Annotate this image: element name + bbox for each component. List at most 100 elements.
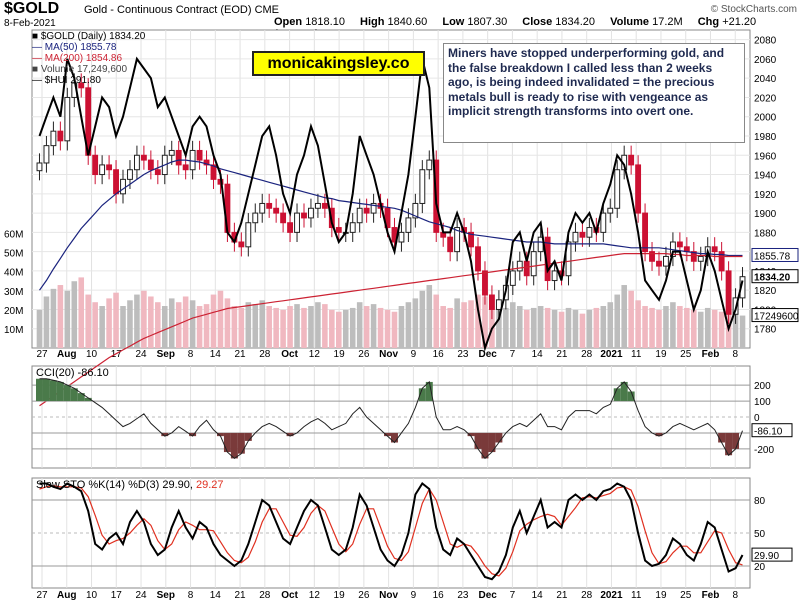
x-tick-label: 8: [732, 349, 738, 360]
sto-d-last: 29.27: [196, 479, 224, 491]
candle-body: [663, 255, 669, 267]
candle-body: [252, 212, 259, 224]
candle-body: [356, 207, 363, 224]
x-tick-label: 10: [86, 349, 98, 360]
volume-bar: [691, 309, 697, 348]
x-tick-label: 19: [655, 349, 667, 360]
cci-fill-neg: [384, 432, 391, 437]
cci-tick-label: -200: [754, 445, 774, 456]
candle-body: [711, 246, 718, 253]
volume-bar: [600, 306, 607, 348]
x-tick-label: 27: [36, 349, 48, 360]
x-tick-label: Nov: [379, 590, 398, 601]
candle-body: [676, 241, 683, 248]
volume-bar: [217, 290, 224, 348]
candle-body: [384, 207, 391, 229]
ohlc-label-close: Close: [522, 16, 553, 28]
x-tick-label: Oct: [281, 590, 298, 601]
candle-body: [36, 162, 43, 172]
candle-body: [488, 294, 495, 310]
x-tick-label: Sep: [157, 349, 175, 360]
cci-last-box: [751, 423, 793, 438]
sto-tick-label: 50: [754, 529, 766, 540]
y-tick-label: 2080: [754, 36, 777, 47]
cci-fill-neg: [725, 432, 733, 456]
volume-bar: [336, 311, 342, 348]
volume-bar: [656, 309, 662, 348]
y-tick-label: 2000: [754, 113, 777, 124]
ohlc-value-volume: 17.2M: [652, 16, 683, 28]
volume-tick-label: 50M: [4, 249, 23, 260]
volume-bar: [196, 306, 203, 348]
volume-bar: [579, 313, 586, 348]
volume-bar: [405, 302, 412, 348]
candle-body: [370, 202, 377, 214]
volume-bar: [106, 298, 112, 348]
candle-body: [64, 96, 71, 142]
candle-body: [419, 169, 426, 204]
y-tick-label: 2060: [754, 55, 777, 66]
volume-bar: [43, 296, 50, 348]
cci-fill-pos: [84, 397, 92, 402]
candle-body: [314, 202, 321, 209]
volume-bar: [363, 306, 370, 348]
volume-bar: [677, 306, 683, 348]
volume-bar: [315, 302, 321, 348]
volume-bar: [586, 309, 593, 348]
cci-fill-neg: [655, 432, 663, 437]
volume-bar: [628, 290, 634, 348]
x-tick-label: 28: [259, 590, 271, 601]
x-tick-label: 28: [581, 349, 593, 360]
x-tick-label: 26: [358, 590, 370, 601]
legend-volume: ■ Volume 17,249,600: [32, 64, 128, 75]
x-tick-label: 12: [309, 590, 321, 601]
cci-fill-neg: [237, 432, 245, 454]
volume-bar: [148, 296, 154, 348]
x-tick-label: 17: [111, 590, 123, 601]
volume-bar: [391, 311, 398, 348]
volume-bar: [565, 307, 572, 348]
volume-bar: [182, 296, 189, 348]
x-tick-label: 19: [655, 590, 667, 601]
volume-bar: [370, 304, 377, 348]
cci-line: [39, 378, 743, 460]
volume-bar: [684, 307, 690, 348]
x-tick-label: 8: [188, 590, 194, 601]
candle-body: [697, 255, 704, 262]
volume-tick-label: 40M: [4, 268, 23, 279]
candle-body: [106, 164, 113, 171]
candle-body: [189, 149, 196, 171]
volume-bar: [523, 309, 530, 348]
volume-bar: [168, 298, 175, 348]
candle-body: [495, 299, 502, 310]
y-tick-label: 1920: [754, 190, 777, 201]
x-tick-label: 21: [556, 349, 568, 360]
last-value-label: 1834.20: [754, 273, 791, 284]
candle-body: [245, 222, 252, 248]
volume-bar: [308, 306, 314, 348]
candle-body: [586, 227, 593, 238]
x-tick-label: 11: [631, 590, 642, 601]
x-tick-label: 2021: [600, 349, 623, 360]
volume-tick-label: 60M: [4, 230, 23, 241]
volume-tick-label: 10M: [4, 325, 23, 336]
volume-bar: [356, 302, 363, 348]
volume-bar: [711, 309, 718, 348]
y-tick-label: 1880: [754, 228, 777, 239]
volume-bar: [161, 306, 168, 348]
candle-body: [321, 202, 328, 209]
volume-bar: [266, 306, 272, 348]
ma50-line: [39, 159, 743, 291]
sto-tick-label: 80: [754, 496, 766, 507]
volume-bar: [621, 285, 627, 348]
candle-body: [405, 217, 412, 233]
volume-bar: [92, 302, 98, 348]
candle-body: [287, 222, 294, 233]
legend-volume-label: Volume 17,249,600: [40, 64, 128, 75]
cci-last-label: -86.10: [754, 427, 783, 438]
x-tick-label: 16: [433, 590, 445, 601]
candle-body: [99, 164, 106, 176]
cci-fill-neg: [223, 432, 231, 453]
candle-body: [238, 241, 245, 248]
volume-bar: [607, 302, 614, 348]
